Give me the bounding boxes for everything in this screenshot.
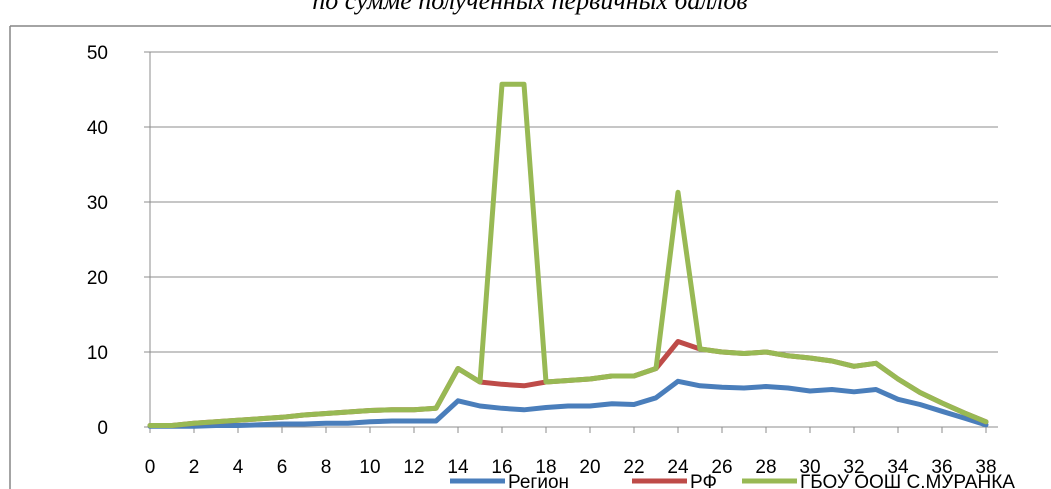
x-tick-label: 28 — [755, 457, 776, 478]
x-tick-label: 8 — [321, 457, 332, 478]
series-line-2 — [147, 81, 989, 428]
x-tick-label: 4 — [233, 457, 244, 478]
y-tick-label: 50 — [87, 43, 108, 64]
series-line-0 — [147, 378, 989, 429]
x-tick-label: 18 — [535, 457, 556, 478]
y-tick-label: 30 — [87, 193, 108, 214]
x-tick-label: 30 — [799, 457, 820, 478]
x-tick-label: 24 — [667, 457, 689, 478]
x-tick-label: 14 — [447, 457, 469, 478]
x-tick-label: 12 — [403, 457, 424, 478]
x-tick-label: 20 — [579, 457, 600, 478]
x-tick-label: 16 — [491, 457, 512, 478]
series-line-1 — [147, 339, 989, 428]
y-tick-label: 40 — [87, 118, 108, 139]
y-tick-label: 0 — [97, 418, 108, 439]
x-tick-label: 0 — [145, 457, 156, 478]
y-tick-label: 10 — [87, 343, 108, 364]
x-tick-label: 38 — [975, 457, 996, 478]
x-tick-label: 36 — [931, 457, 952, 478]
legend-label-2: ГБОУ ООШ С.МУРАНКА — [800, 472, 1015, 489]
legend: Регион РФ ГБОУ ООШ С.МУРАНКА — [450, 472, 1015, 489]
legend-label-0: Регион — [508, 472, 569, 489]
x-tick-label: 22 — [623, 457, 644, 478]
y-tick-label: 20 — [87, 268, 108, 289]
series-lines — [147, 81, 989, 429]
legend-label-1: РФ — [690, 472, 717, 489]
gridlines — [150, 51, 998, 353]
x-tick-label: 6 — [277, 457, 288, 478]
x-tick-label: 26 — [711, 457, 732, 478]
x-tick-label: 10 — [359, 457, 380, 478]
x-tick-labels: 0 2 4 6 8 10 12 14 16 18 20 22 24 26 28 30 32 34 36 38 — [145, 457, 997, 478]
chart-title: по сумме полученных первичных баллов — [312, 0, 747, 15]
y-tick-labels: 0 10 20 30 40 50 — [87, 43, 108, 439]
x-tick-label: 34 — [887, 457, 909, 478]
axes — [144, 51, 998, 433]
x-tick-label: 32 — [843, 457, 864, 478]
x-tick-label: 2 — [189, 457, 200, 478]
